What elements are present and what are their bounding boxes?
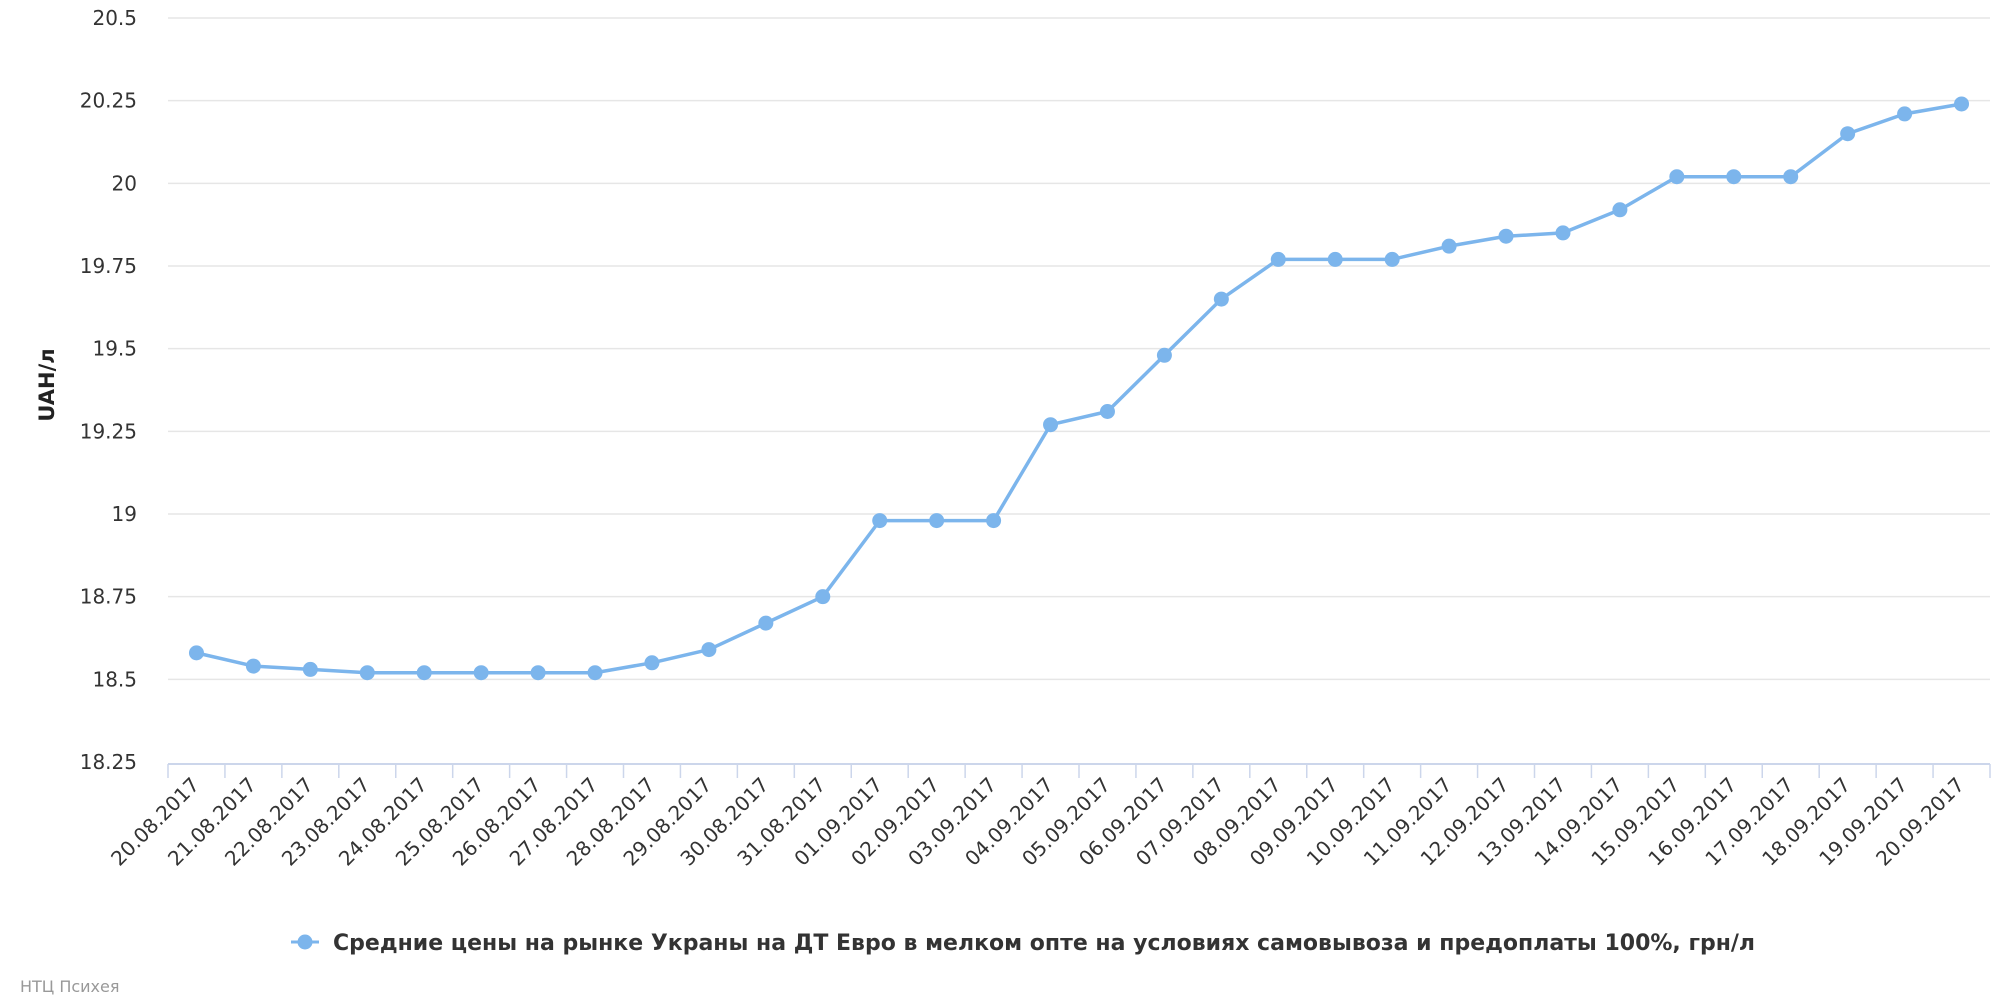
data-point[interactable] [1954, 96, 1970, 112]
data-point[interactable] [872, 513, 888, 529]
data-point[interactable] [1384, 251, 1400, 267]
data-point[interactable] [644, 655, 660, 671]
data-point[interactable] [188, 645, 204, 661]
series-line [194, 102, 1964, 675]
data-point[interactable] [359, 665, 375, 681]
data-point[interactable] [1726, 169, 1742, 185]
data-point[interactable] [1555, 225, 1571, 241]
data-point[interactable] [815, 589, 831, 605]
y-tick-label: 19.75 [80, 254, 137, 278]
data-point[interactable] [986, 513, 1002, 529]
data-point[interactable] [416, 665, 432, 681]
data-point[interactable] [245, 658, 261, 674]
credit-text[interactable]: НТЦ Психея [20, 977, 119, 996]
y-tick-label: 18.25 [80, 750, 137, 774]
x-axis-ticks: 20.08.201721.08.201722.08.201723.08.2017… [106, 773, 1969, 871]
data-point[interactable] [587, 665, 603, 681]
x-axis [167, 763, 1991, 778]
y-tick-label: 19.5 [92, 337, 137, 361]
data-point[interactable] [473, 665, 489, 681]
data-point[interactable] [1783, 169, 1799, 185]
data-point[interactable] [701, 642, 717, 658]
data-point[interactable] [1669, 169, 1685, 185]
data-point[interactable] [1327, 251, 1343, 267]
data-point[interactable] [1498, 228, 1514, 244]
data-point[interactable] [302, 661, 318, 677]
data-point[interactable] [1441, 238, 1457, 254]
data-point[interactable] [1043, 417, 1059, 433]
y-tick-label: 20 [112, 171, 137, 195]
data-point[interactable] [1156, 347, 1172, 363]
y-tick-label: 19.25 [80, 419, 137, 443]
data-point[interactable] [1612, 202, 1628, 218]
y-tick-label: 20.5 [92, 6, 137, 30]
legend-dot-marker [297, 934, 313, 950]
y-tick-label: 19 [112, 502, 137, 526]
y-tick-label: 18.5 [92, 667, 137, 691]
data-point[interactable] [1897, 106, 1913, 122]
data-point[interactable] [929, 513, 945, 529]
y-axis-label: UAH/л [35, 348, 59, 421]
legend-series-name[interactable]: Средние цены на рынке Украны на ДТ Евро … [333, 931, 1755, 956]
data-point[interactable] [1840, 126, 1856, 142]
series [188, 96, 1970, 681]
grid-lines [168, 17, 1990, 681]
data-point[interactable] [1099, 403, 1115, 419]
data-point[interactable] [758, 615, 774, 631]
legend[interactable]: Средние цены на рынке Украны на ДТ Евро … [291, 931, 1755, 956]
data-point[interactable] [1270, 251, 1286, 267]
y-tick-label: 20.25 [80, 89, 137, 113]
data-point[interactable] [530, 665, 546, 681]
y-tick-label: 18.75 [80, 585, 137, 609]
data-point[interactable] [1213, 291, 1229, 307]
y-axis-ticks: 18.25 18.5 18.75 19 19.25 19.5 19.75 20 20.25 20.… [80, 6, 137, 774]
